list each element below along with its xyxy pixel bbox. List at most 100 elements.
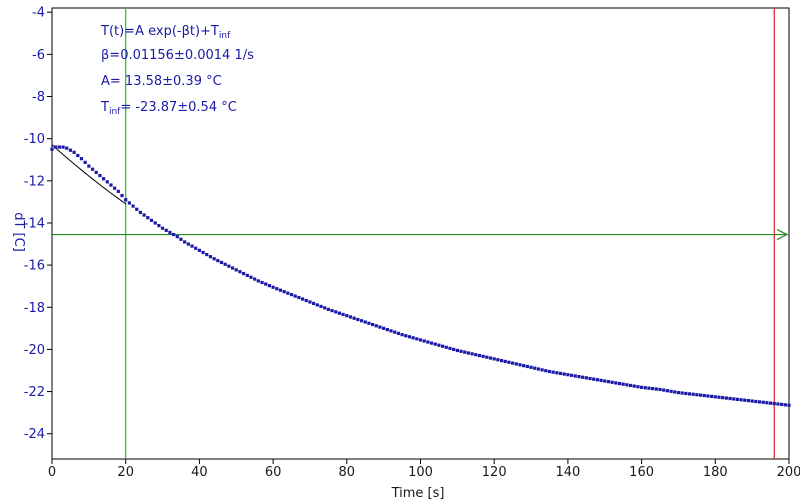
data-point [706,394,710,398]
data-point [249,275,253,279]
data-point [422,339,426,343]
data-point [514,362,518,366]
data-point [525,364,529,369]
axes: -4 -6 -8 -10 -12 -14 -16 -18 -20 -22 -24 0 20 40 60 80 1… [24,6,800,480]
data-point [595,378,599,382]
data-point [138,210,143,215]
data-point [581,375,585,379]
annotation-beta: β=0.01156±0.0014 1/s [101,48,254,63]
data-point [109,183,113,187]
data-point [474,353,478,357]
data-point [223,262,227,266]
data-point [452,347,456,352]
data-point [315,303,319,307]
data-point [691,392,695,396]
data-point [267,284,272,288]
data-point [732,397,736,401]
data-point [754,399,758,404]
y-tick-label: -22 [24,385,45,400]
x-tick-label: 140 [555,465,580,480]
fit-curve-layer [51,144,126,205]
data-point [496,358,500,362]
data-point [592,377,596,381]
data-point [665,389,669,393]
data-point [558,371,563,376]
annotation-a: A= 13.58±0.39 °C [101,74,222,89]
data-point [702,393,706,398]
data-point [297,295,301,300]
data-point [190,244,194,248]
data-point [728,396,732,401]
data-point [577,375,581,379]
data-point [341,312,345,317]
data-point [219,260,224,265]
data-point [569,373,574,377]
data-point [179,237,183,241]
data-point [477,353,482,358]
x-tick-label: 0 [48,465,56,480]
y-tick-label: -16 [24,259,45,274]
x-tick-label: 40 [191,465,208,480]
data-point [415,337,419,341]
data-point [684,391,688,396]
data-point [536,367,541,371]
data-point [654,387,658,391]
data-point [116,189,120,193]
data-point [323,306,327,310]
data-point [234,268,238,272]
y-tick-label: -12 [24,174,45,189]
data-point [201,250,205,255]
data-point [348,315,353,319]
data-point [687,392,692,396]
data-point [606,380,611,384]
data-point [101,177,106,181]
data-point [459,349,463,353]
fit-curve [51,144,126,205]
data-point [488,356,493,360]
data-point [444,345,448,349]
data-point [743,398,747,402]
data-point [640,385,644,389]
data-point [160,226,165,230]
data-point [529,365,533,369]
data-point [628,383,633,388]
data-point [374,324,378,328]
data-point [441,344,445,348]
data-point [669,389,673,393]
data-point [208,255,213,259]
data-point [636,385,640,389]
data-points [50,145,791,407]
data-point [271,285,275,289]
data-point [83,160,87,164]
data-point [780,402,784,407]
data-point [146,216,150,220]
data-point [304,298,308,303]
data-point [326,307,330,311]
data-point [65,146,69,150]
arrow-head [776,229,789,241]
data-point [555,371,559,375]
data-point [551,370,555,374]
data-point [87,164,91,168]
data-point [216,259,220,263]
y-tick-label: -4 [32,6,45,21]
data-point [588,376,592,381]
data-point [721,396,725,400]
data-point [131,204,135,208]
data-point [757,400,762,404]
data-point [466,351,470,355]
data-point [382,326,386,330]
data-point [227,264,231,268]
data-point [113,186,117,190]
x-tick-label: 20 [117,465,134,480]
data-point [407,335,412,339]
data-point [50,147,54,151]
data-point [463,350,467,354]
data-point [194,246,198,250]
data-point [787,403,791,407]
data-point [142,213,146,217]
data-point [547,369,552,374]
annotation-formula: T(t)=A exp(-βt)+Tinf [100,24,231,41]
data-point [260,280,264,285]
data-point [713,395,717,399]
